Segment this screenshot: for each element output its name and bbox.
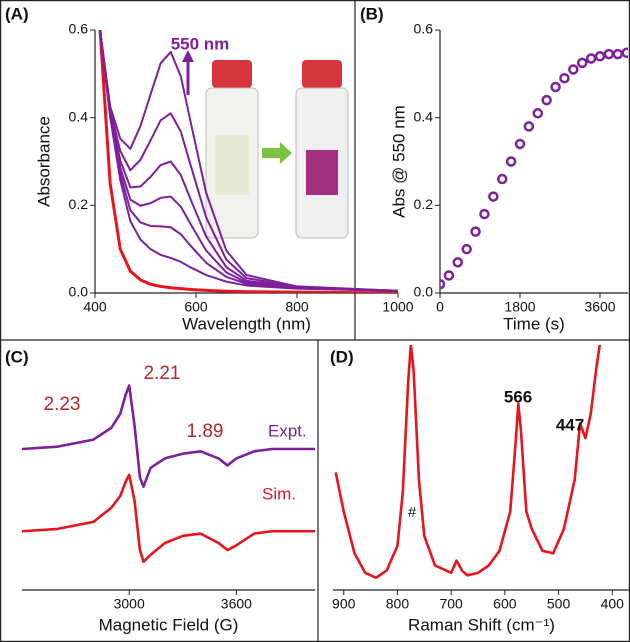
y-tick-label: 0.6 — [69, 21, 89, 37]
y-tick-label: 0.2 — [414, 196, 434, 212]
x-tick-label: 3600 — [221, 596, 252, 612]
x-tick-label: 600 — [184, 299, 208, 315]
x-axis-title: Raman Shift (cm⁻¹) — [408, 615, 555, 634]
y-tick-label: 0.4 — [69, 108, 89, 124]
data-point — [552, 83, 560, 91]
annotation: 447 — [556, 415, 584, 434]
data-point — [578, 59, 586, 67]
data-point — [596, 52, 604, 60]
y-tick-label: 0.0 — [69, 284, 89, 300]
x-tick-label: 600 — [493, 596, 517, 612]
data-point — [454, 258, 462, 266]
data-point — [543, 96, 551, 104]
plot-area — [336, 296, 607, 578]
x-tick-label: 3000 — [114, 596, 145, 612]
y-tick-label: 0.6 — [414, 21, 434, 37]
annotation: 2.23 — [44, 394, 81, 415]
plot-area — [436, 49, 630, 288]
vial-inset — [206, 60, 348, 238]
annotation: 2.21 — [144, 363, 181, 384]
x-tick-label: 900 — [332, 596, 356, 612]
annotation: # — [408, 504, 417, 521]
y-tick-label: 0.0 — [414, 284, 434, 300]
y-axis-title: Absorbance — [34, 116, 53, 207]
data-point — [498, 175, 506, 183]
y-axis-title: Abs @ 550 nm — [389, 105, 408, 218]
data-point — [569, 65, 577, 73]
data-line — [336, 296, 607, 578]
x-tick-label: 800 — [386, 596, 410, 612]
annotation: 566 — [504, 387, 532, 406]
data-point — [525, 122, 533, 130]
x-tick-label: 3600 — [584, 299, 615, 315]
data-point — [516, 140, 524, 148]
figure: 40060080010000.00.20.40.6Wavelength (nm)… — [0, 0, 630, 642]
data-point — [587, 54, 595, 62]
x-tick-label: 0 — [436, 299, 444, 315]
data-point — [534, 109, 542, 117]
annotation: 1.89 — [187, 421, 224, 442]
y-tick-label: 0.4 — [414, 108, 434, 124]
panel-label: (A) — [5, 4, 29, 23]
data-point — [605, 50, 613, 58]
x-axis-title: Magnetic Field (G) — [99, 615, 239, 634]
x-tick-label: 1000 — [382, 299, 413, 315]
x-tick-label: 800 — [285, 299, 309, 315]
series-label: Sim. — [262, 484, 296, 503]
data-point — [472, 228, 480, 236]
x-tick-label: 400 — [83, 299, 107, 315]
y-tick-label: 0.2 — [69, 196, 89, 212]
data-point — [480, 210, 488, 218]
data-point — [614, 50, 622, 58]
x-tick-label: 700 — [439, 596, 463, 612]
data-point — [560, 74, 568, 82]
x-tick-label: 1800 — [504, 299, 535, 315]
data-point — [489, 193, 497, 201]
data-point — [445, 271, 453, 279]
data-point — [463, 245, 471, 253]
x-axis-title: Wavelength (nm) — [182, 314, 311, 333]
panel-label: (D) — [330, 347, 354, 366]
x-axis-title: Time (s) — [503, 314, 565, 333]
x-tick-label: 500 — [547, 596, 571, 612]
panel-label: (C) — [5, 347, 29, 366]
x-tick-label: 400 — [601, 596, 625, 612]
data-point — [507, 158, 515, 166]
panel-label: (B) — [360, 4, 384, 23]
series-label: Expt. — [268, 421, 307, 440]
annotation: 550 nm — [171, 34, 230, 53]
